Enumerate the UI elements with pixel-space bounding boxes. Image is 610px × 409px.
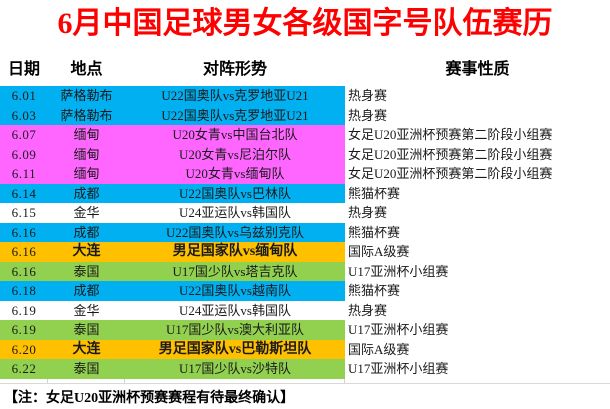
cell-type: U17亚洲杯小组赛 xyxy=(345,320,610,340)
cell-date: 6.03 xyxy=(0,105,48,125)
cell-type: 热身赛 xyxy=(345,300,610,320)
cell-type: U17亚洲杯小组赛 xyxy=(345,359,610,379)
cell-match: U20女青vs尼泊尔队 xyxy=(125,144,345,164)
table-row[interactable]: 6.14 成都 U22国奥队vs巴林队 熊猫杯赛 xyxy=(0,183,610,203)
cell-match: U24亚运队vs韩国队 xyxy=(125,300,345,320)
table-row[interactable]: 6.18 成都 U22国奥队vs越南队 熊猫杯赛 xyxy=(0,281,610,301)
cell-date: 6.18 xyxy=(0,281,48,301)
cell-place: 金华 xyxy=(48,203,125,223)
table-body: 6.01 萨格勒布 U22国奥队vs克罗地亚U21 热身赛 6.03 萨格勒布 U22国奥队… xyxy=(0,86,610,379)
sheet-title-band: 6月中国足球男女各级国字号队伍赛历 xyxy=(0,0,610,48)
page-title: 6月中国足球男女各级国字号队伍赛历 xyxy=(57,7,553,40)
cell-date: 6.01 xyxy=(0,86,48,106)
cell-place: 缅甸 xyxy=(48,164,125,184)
cell-date: 6.11 xyxy=(0,164,48,184)
table-row[interactable]: 6.20 大连 男足国家队vs巴勒斯坦队 国际A级赛 xyxy=(0,339,610,359)
cell-place: 萨格勒布 xyxy=(48,86,125,106)
column-header-type: 赛事性质 xyxy=(445,61,510,78)
cell-date: 6.15 xyxy=(0,203,48,223)
cell-match: U17国少队vs沙特队 xyxy=(125,359,345,379)
cell-date: 6.09 xyxy=(0,144,48,164)
cell-place: 泰国 xyxy=(48,320,125,340)
table-row[interactable]: 6.01 萨格勒布 U22国奥队vs克罗地亚U21 热身赛 xyxy=(0,86,610,106)
cell-date: 6.22 xyxy=(0,359,48,379)
table-row[interactable]: 6.11 缅甸 U20女青vs缅甸队 女足U20亚洲杯预赛第二阶段小组赛 xyxy=(0,164,610,184)
cell-date: 6.16 xyxy=(0,242,48,262)
cell-type: 熊猫杯赛 xyxy=(345,281,610,301)
column-header-match: 对阵形势 xyxy=(202,61,267,78)
table-row[interactable]: 6.19 泰国 U17国少队vs澳大利亚队 U17亚洲杯小组赛 xyxy=(0,320,610,340)
cell-type: 热身赛 xyxy=(345,203,610,223)
cell-match: U24亚运队vs韩国队 xyxy=(125,203,345,223)
cell-place: 金华 xyxy=(48,300,125,320)
cell-place: 缅甸 xyxy=(48,125,125,145)
footer-note: 【注：女足U20亚洲杯预赛赛程有待最终确认】 xyxy=(4,390,295,406)
table-row[interactable]: 6.09 缅甸 U20女青vs尼泊尔队 女足U20亚洲杯预赛第二阶段小组赛 xyxy=(0,144,610,164)
table-row[interactable]: 6.22 泰国 U17国少队vs沙特队 U17亚洲杯小组赛 xyxy=(0,359,610,379)
cell-type: 国际A级赛 xyxy=(345,242,610,262)
table-row[interactable]: 6.07 缅甸 U20女青vs中国台北队 女足U20亚洲杯预赛第二阶段小组赛 xyxy=(0,125,610,145)
table-row[interactable]: 6.16 泰国 U17国少队vs塔吉克队 U17亚洲杯小组赛 xyxy=(0,261,610,281)
cell-type: 热身赛 xyxy=(345,86,610,106)
cell-place: 成都 xyxy=(48,222,125,242)
cell-type: 熊猫杯赛 xyxy=(345,222,610,242)
cell-date: 6.20 xyxy=(0,339,48,359)
cell-date: 6.19 xyxy=(0,300,48,320)
cell-match: U22国奥队vs乌兹别克队 xyxy=(125,222,345,242)
footer-note-row: 【注：女足U20亚洲杯预赛赛程有待最终确认】 xyxy=(0,384,610,409)
cell-match: U22国奥队vs巴林队 xyxy=(125,183,345,203)
cell-match: 男足国家队vs巴勒斯坦队 xyxy=(125,339,345,359)
table-row[interactable]: 6.19 金华 U24亚运队vs韩国队 热身赛 xyxy=(0,300,610,320)
cell-place: 缅甸 xyxy=(48,144,125,164)
cell-type: 国际A级赛 xyxy=(345,339,610,359)
cell-date: 6.07 xyxy=(0,125,48,145)
cell-match: U22国奥队vs克罗地亚U21 xyxy=(125,105,345,125)
cell-place: 萨格勒布 xyxy=(48,105,125,125)
table-row[interactable]: 6.03 萨格勒布 U22国奥队vs克罗地亚U21 热身赛 xyxy=(0,105,610,125)
cell-match: 男足国家队vs缅甸队 xyxy=(125,242,345,262)
cell-place: 泰国 xyxy=(48,359,125,379)
table-row[interactable]: 6.16 成都 U22国奥队vs乌兹别克队 熊猫杯赛 xyxy=(0,222,610,242)
cell-date: 6.14 xyxy=(0,183,48,203)
cell-place: 成都 xyxy=(48,281,125,301)
cell-match: U22国奥队vs越南队 xyxy=(125,281,345,301)
cell-type: 熊猫杯赛 xyxy=(345,183,610,203)
cell-place: 大连 xyxy=(48,242,125,262)
cell-type: 女足U20亚洲杯预赛第二阶段小组赛 xyxy=(345,125,610,145)
cell-type: 女足U20亚洲杯预赛第二阶段小组赛 xyxy=(345,164,610,184)
cell-place: 成都 xyxy=(48,183,125,203)
table-header-row: 日期 地点 对阵形势 赛事性质 xyxy=(0,48,610,86)
cell-type: U17亚洲杯小组赛 xyxy=(345,261,610,281)
table-row[interactable]: 6.15 金华 U24亚运队vs韩国队 热身赛 xyxy=(0,203,610,223)
cell-match: U17国少队vs澳大利亚队 xyxy=(125,320,345,340)
cell-date: 6.19 xyxy=(0,320,48,340)
cell-type: 热身赛 xyxy=(345,105,610,125)
cell-date: 6.16 xyxy=(0,261,48,281)
cell-type: 女足U20亚洲杯预赛第二阶段小组赛 xyxy=(345,144,610,164)
cell-place: 大连 xyxy=(48,339,125,359)
column-header-date: 日期 xyxy=(7,61,40,78)
cell-match: U20女青vs中国台北队 xyxy=(125,125,345,145)
cell-match: U20女青vs缅甸队 xyxy=(125,164,345,184)
column-header-place: 地点 xyxy=(70,61,103,78)
cell-match: U17国少队vs塔吉克队 xyxy=(125,261,345,281)
table-row[interactable]: 6.16 大连 男足国家队vs缅甸队 国际A级赛 xyxy=(0,242,610,262)
cell-place: 泰国 xyxy=(48,261,125,281)
cell-date: 6.16 xyxy=(0,222,48,242)
cell-match: U22国奥队vs克罗地亚U21 xyxy=(125,86,345,106)
